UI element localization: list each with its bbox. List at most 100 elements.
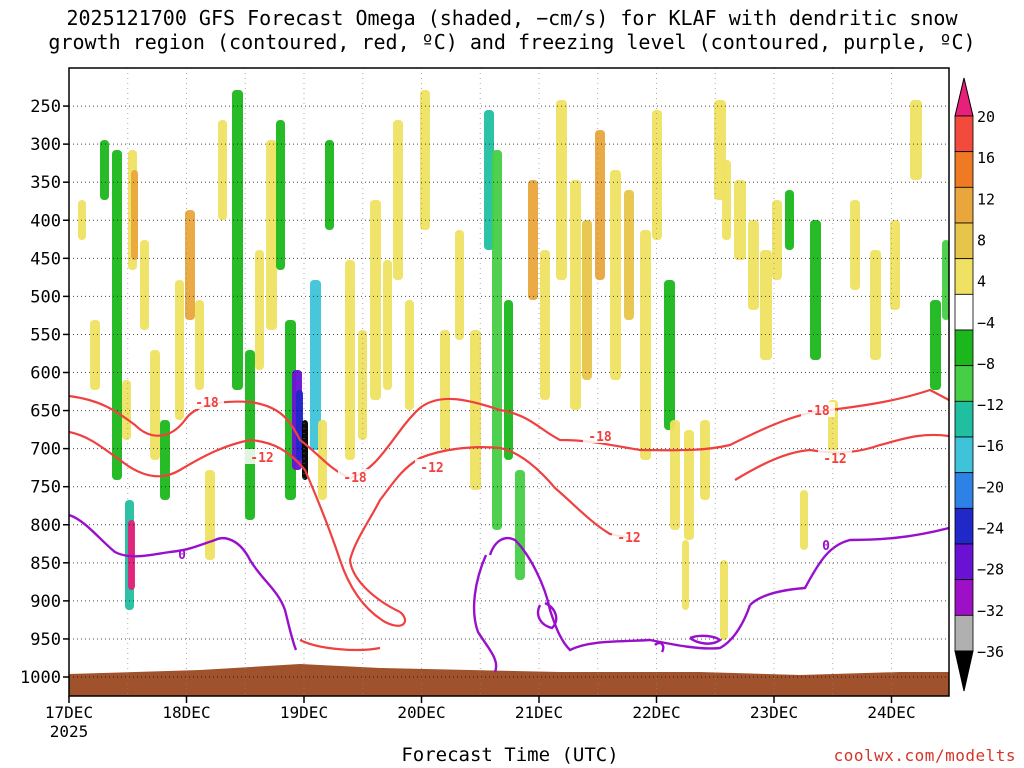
plot-frame: [68, 67, 950, 697]
omega-shading-cell: [540, 250, 550, 400]
y-tick-label: 800: [30, 516, 61, 536]
dsg-contour-label: -12: [823, 452, 846, 467]
colorbar-tick-label: −4: [977, 314, 995, 332]
colorbar-tick-label: 12: [977, 190, 995, 208]
omega-shading-cell: [405, 300, 414, 410]
omega-shading-cell: [670, 420, 680, 530]
colorbar-swatch: [954, 151, 974, 188]
omega-shading-cell: [276, 120, 285, 270]
omega-shading-cell: [128, 520, 135, 590]
dsg-contour: [348, 446, 631, 613]
omega-shading-cell: [760, 250, 772, 360]
y-tick-label: 600: [30, 364, 61, 384]
colorbar-tick-label: −16: [977, 437, 1004, 455]
omega-shading-cell: [100, 140, 109, 200]
omega-shading-cell: [610, 170, 621, 380]
y-tick-label: 350: [30, 173, 61, 193]
colorbar-swatch: [954, 329, 974, 367]
y-tick-label: 550: [30, 325, 61, 345]
colorbar-swatch: [954, 258, 974, 295]
omega-shading-cell: [528, 180, 538, 300]
omega-shading-cell: [640, 230, 651, 460]
x-tick-label: 21DEC: [515, 703, 563, 722]
y-axis: 250 300 350 400 450 500 550 600 650 700 750 800 850 9…: [20, 97, 69, 688]
freezing-contour-label: 0: [178, 548, 186, 563]
chart-title-line-1: 2025121700 GFS Forecast Omega (shaded, −…: [66, 6, 958, 30]
freezing-contour: [488, 536, 752, 652]
freezing-contour: [654, 641, 665, 653]
omega-shading-cell: [652, 110, 662, 240]
x-tick-label: 18DEC: [162, 703, 210, 722]
omega-shading-cell: [722, 160, 731, 240]
x-axis: 17DEC 18DEC 19DEC 20DEC 21DEC 22DEC 23DEC 24DEC…: [45, 696, 916, 741]
y-tick-label: 250: [30, 97, 61, 117]
colorbar-swatch: [954, 543, 974, 581]
y-tick-label: 450: [30, 249, 61, 269]
freezing-contour: [536, 601, 558, 630]
x-year-label: 2025: [50, 722, 89, 741]
x-tick-label: 23DEC: [750, 703, 798, 722]
omega-shading-cell: [302, 420, 308, 480]
omega-shading-cell: [720, 560, 728, 640]
contours: -18 -12 -18 -12 -18 -12 -18 -12 0 0: [69, 388, 949, 673]
colorbar-swatch: [954, 293, 974, 331]
omega-shading-cell: [930, 300, 941, 390]
x-axis-label: Forecast Time (UTC): [401, 744, 619, 766]
omega-shading-cell: [682, 540, 689, 610]
omega-shading-cell: [325, 140, 334, 230]
freezing-contour: [472, 554, 498, 673]
omega-shading-cell: [218, 120, 227, 220]
colorbar-swatch: [954, 186, 974, 224]
omega-shading-cell: [90, 320, 100, 390]
freezing-contour-label: 0: [822, 539, 830, 554]
omega-shading-cell: [700, 420, 710, 500]
omega-shading-cell: [455, 230, 464, 340]
x-tick-label: 20DEC: [397, 703, 445, 722]
colorbar-tick-label: 4: [977, 273, 986, 291]
y-tick-label: 400: [30, 211, 61, 231]
dsg-contour-label: -12: [617, 531, 640, 546]
colorbar-swatch: [954, 614, 974, 652]
y-tick-label: 650: [30, 402, 61, 422]
omega-shading-cell: [345, 260, 355, 460]
omega-shading-cell: [160, 420, 170, 500]
colorbar-swatch: [954, 579, 974, 616]
colorbar-tick-label: 8: [977, 231, 986, 249]
omega-shading-cell: [310, 280, 321, 450]
colorbar-tick-label: −36: [977, 643, 1004, 661]
x-tick-label: 19DEC: [280, 703, 328, 722]
omega-shading-cell: [232, 90, 243, 390]
colorbar-swatch: [954, 222, 974, 260]
omega-shading-cell: [595, 130, 605, 280]
omega-shading-cell: [195, 300, 204, 390]
omega-shading-cell: [205, 470, 215, 560]
colorbar-tick-label: −8: [977, 355, 995, 373]
credit-link[interactable]: coolwx.com/modelts: [833, 746, 1016, 765]
omega-shading-cell: [800, 490, 808, 550]
colorbar-swatch: [954, 436, 974, 474]
freezing-contour: [749, 526, 949, 606]
omega-shading-cell: [910, 100, 922, 180]
grid: [69, 68, 949, 696]
omega-shading-cell: [556, 100, 567, 280]
omega-shading-cell: [624, 190, 634, 320]
colorbar-swatch: [954, 115, 974, 153]
y-tick-label: 1000: [20, 668, 61, 688]
freezing-contour: [689, 634, 722, 645]
chart-title-line-2: growth region (contoured, red, ºC) and f…: [48, 30, 976, 54]
colorbar-tick-label: −20: [977, 478, 1004, 496]
omega-shading-cell: [131, 170, 138, 260]
omega-shading-cell: [850, 200, 860, 290]
colorbar-tick-label: 16: [977, 149, 995, 167]
colorbar-bottom-arrow: [954, 650, 974, 692]
y-tick-label: 750: [30, 478, 61, 498]
dsg-contour: [299, 639, 381, 652]
colorbar-tick-label: 20: [977, 108, 995, 126]
omega-shading-cell: [255, 250, 264, 370]
omega-shading-cell: [358, 330, 367, 440]
plot-border: [68, 67, 950, 697]
omega-shading-cell: [484, 110, 494, 250]
omega-shading-cell: [383, 260, 392, 390]
dsg-contour-label: -18: [195, 396, 219, 411]
